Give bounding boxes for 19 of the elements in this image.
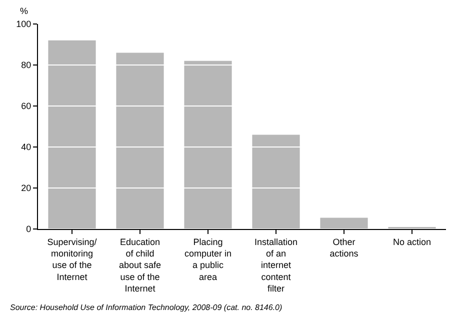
bar: [116, 52, 164, 229]
x-tick-label: Other actions: [330, 236, 359, 258]
x-tick-label: Education of child about safe use of the Internet: [118, 236, 162, 294]
x-tick-label: No action: [392, 236, 432, 247]
y-tick-label: 80: [21, 60, 32, 70]
y-tick-label: 40: [21, 142, 32, 152]
y-tick-label: 60: [21, 101, 32, 112]
bar: [252, 134, 300, 229]
y-axis-title: %: [20, 6, 28, 16]
y-tick-label: 0: [26, 224, 32, 234]
bar: [320, 218, 368, 229]
source-note: Source: Household Use of Information Technology, 2008-09 (cat. no. 8146.0): [10, 303, 283, 312]
x-tick-label: Supervising/ monitoring use of the Internet: [47, 236, 98, 282]
x-tick-label: Placing computer in a public area: [184, 236, 232, 282]
bar: [184, 60, 232, 229]
y-tick-label: 100: [16, 19, 32, 30]
y-tick-label: 20: [21, 183, 32, 194]
x-tick-label: Installation of an internet content filter: [254, 236, 298, 294]
bar: [48, 40, 96, 229]
